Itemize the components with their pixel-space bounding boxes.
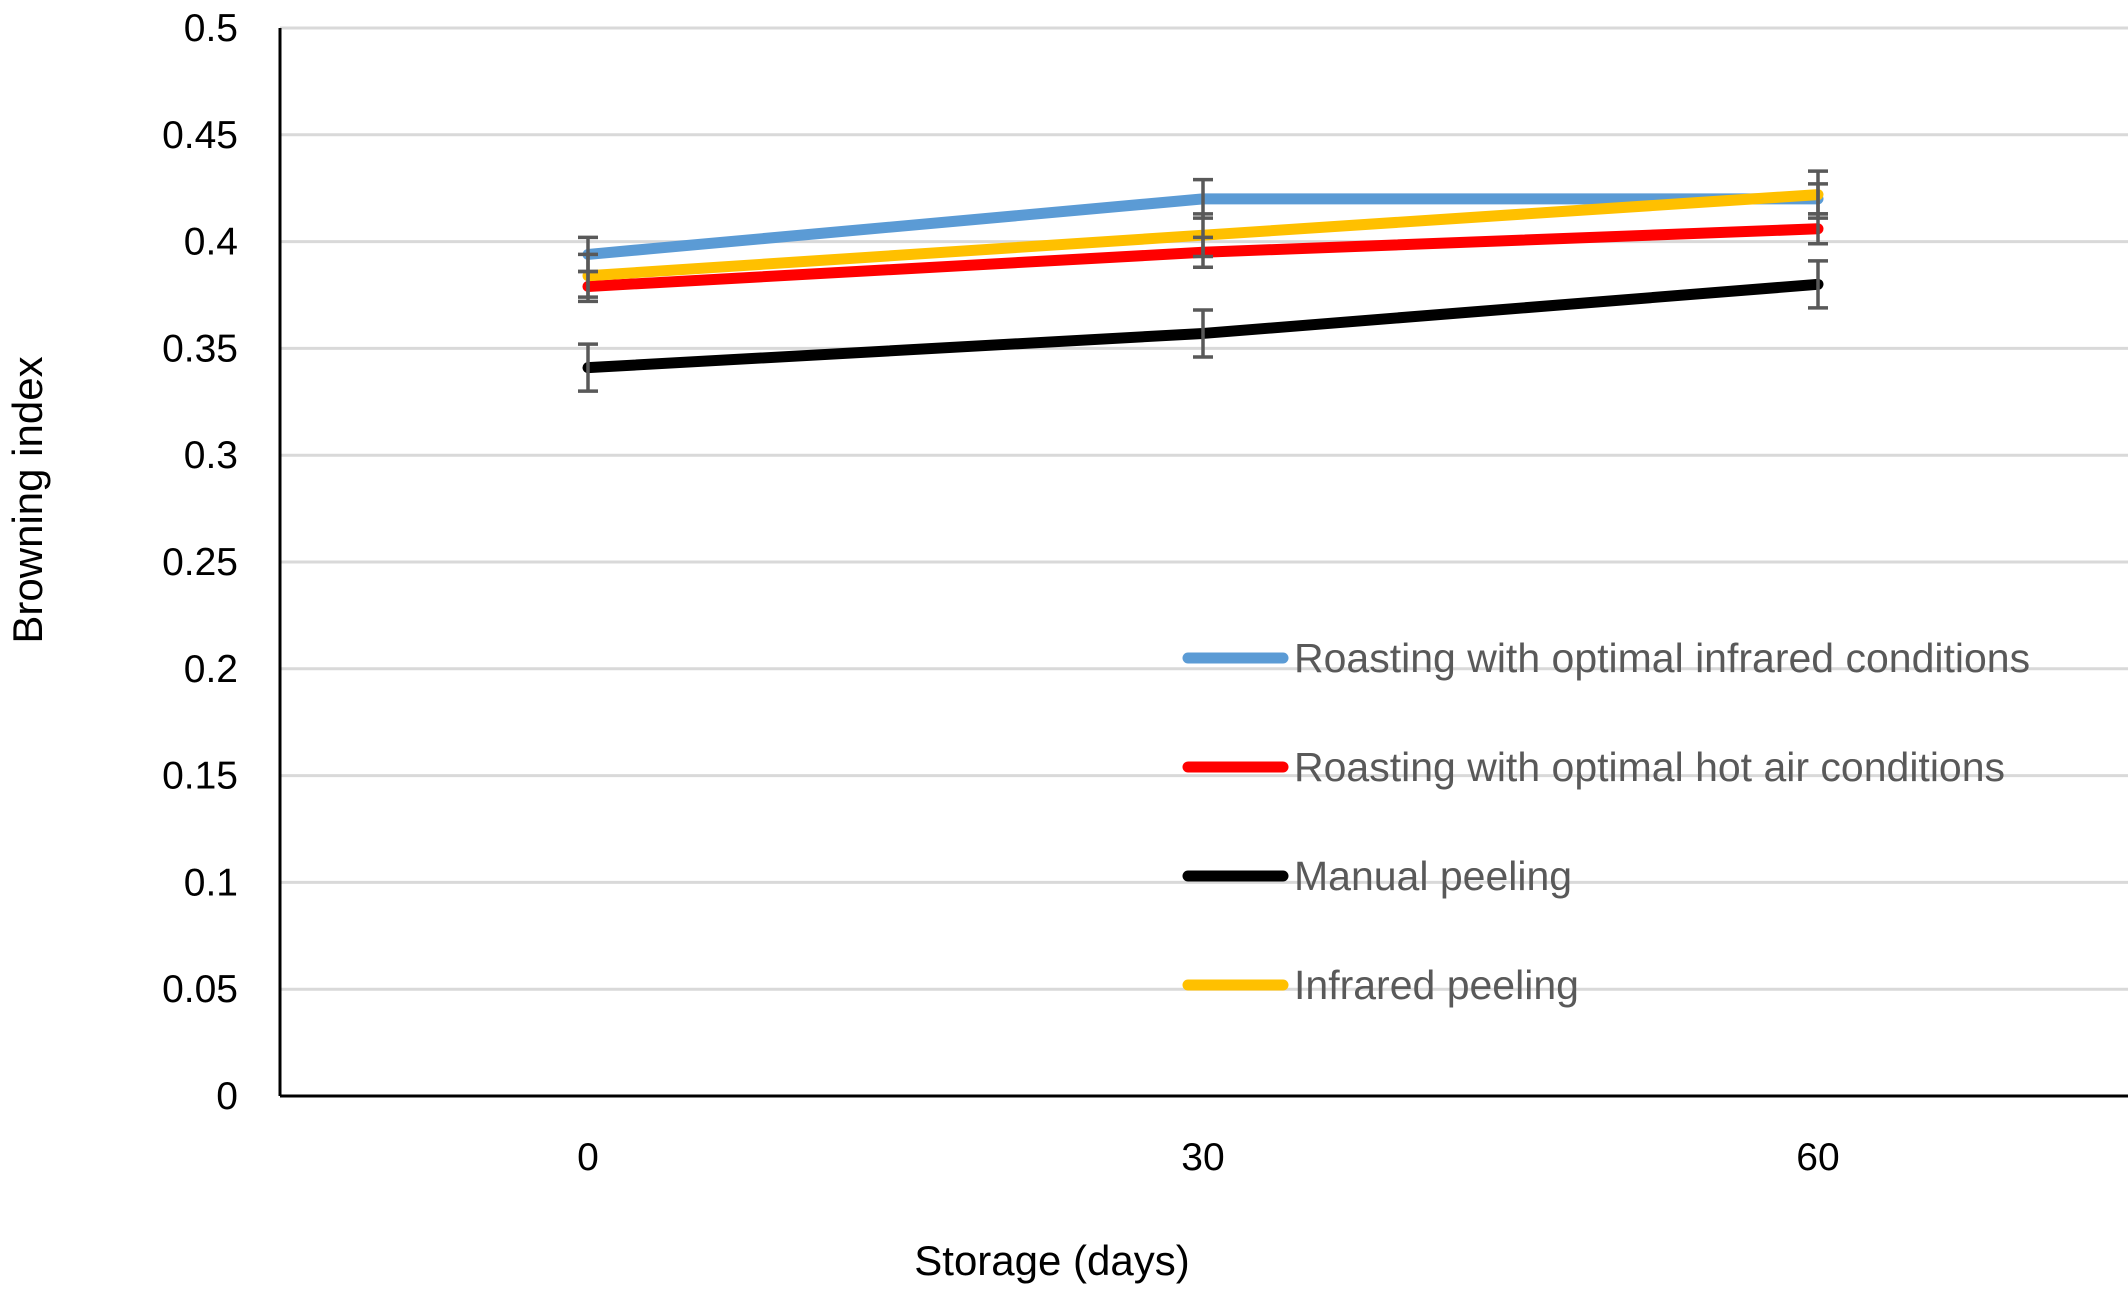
y-tick-label: 0.25: [162, 541, 238, 584]
legend: Roasting with optimal infrared condition…: [1182, 635, 2030, 1008]
y-axis-title: Browning index: [4, 356, 51, 643]
error-bar: [578, 252, 598, 299]
x-tick-label: 60: [1796, 1136, 1839, 1179]
error-bar: [578, 342, 598, 393]
y-tick-label: 0.35: [162, 327, 238, 370]
error-bar: [1193, 308, 1213, 359]
legend-label: Infrared peeling: [1294, 962, 1579, 1008]
error-bar: [1193, 212, 1213, 259]
error-bars: [578, 169, 1828, 393]
error-bar: [1808, 169, 1828, 220]
y-tick-label: 0.3: [184, 434, 238, 477]
legend-item: Infrared peeling: [1182, 962, 1579, 1008]
legend-label: Manual peeling: [1294, 853, 1572, 899]
y-tick-labels: 0 0.05 0.1 0.15 0.2 0.25 0.3 0.35 0.4 0.45 0.5: [162, 7, 238, 1118]
error-bar: [1808, 259, 1828, 310]
gridlines: [280, 26, 2128, 991]
legend-item: Manual peeling: [1182, 853, 1572, 899]
axes: [278, 28, 2128, 1098]
x-axis-title: Storage (days): [914, 1237, 1189, 1284]
x-tick-labels: 0 30 60: [577, 1136, 1840, 1179]
y-tick-label: 0.2: [184, 648, 238, 691]
y-tick-label: 0.4: [184, 221, 238, 264]
x-tick-label: 0: [577, 1136, 599, 1179]
legend-item: Roasting with optimal hot air conditions: [1182, 744, 2005, 790]
legend-label: Roasting with optimal hot air conditions: [1294, 744, 2005, 790]
y-tick-label: 0.05: [162, 968, 238, 1011]
legend-label: Roasting with optimal infrared condition…: [1294, 635, 2030, 681]
y-tick-label: 0: [216, 1075, 238, 1118]
x-tick-label: 30: [1181, 1136, 1224, 1179]
y-tick-label: 0.45: [162, 114, 238, 157]
y-tick-label: 0.1: [184, 861, 238, 904]
legend-item: Roasting with optimal infrared condition…: [1182, 635, 2030, 681]
y-tick-label: 0.15: [162, 755, 238, 798]
y-tick-label: 0.5: [184, 7, 238, 50]
